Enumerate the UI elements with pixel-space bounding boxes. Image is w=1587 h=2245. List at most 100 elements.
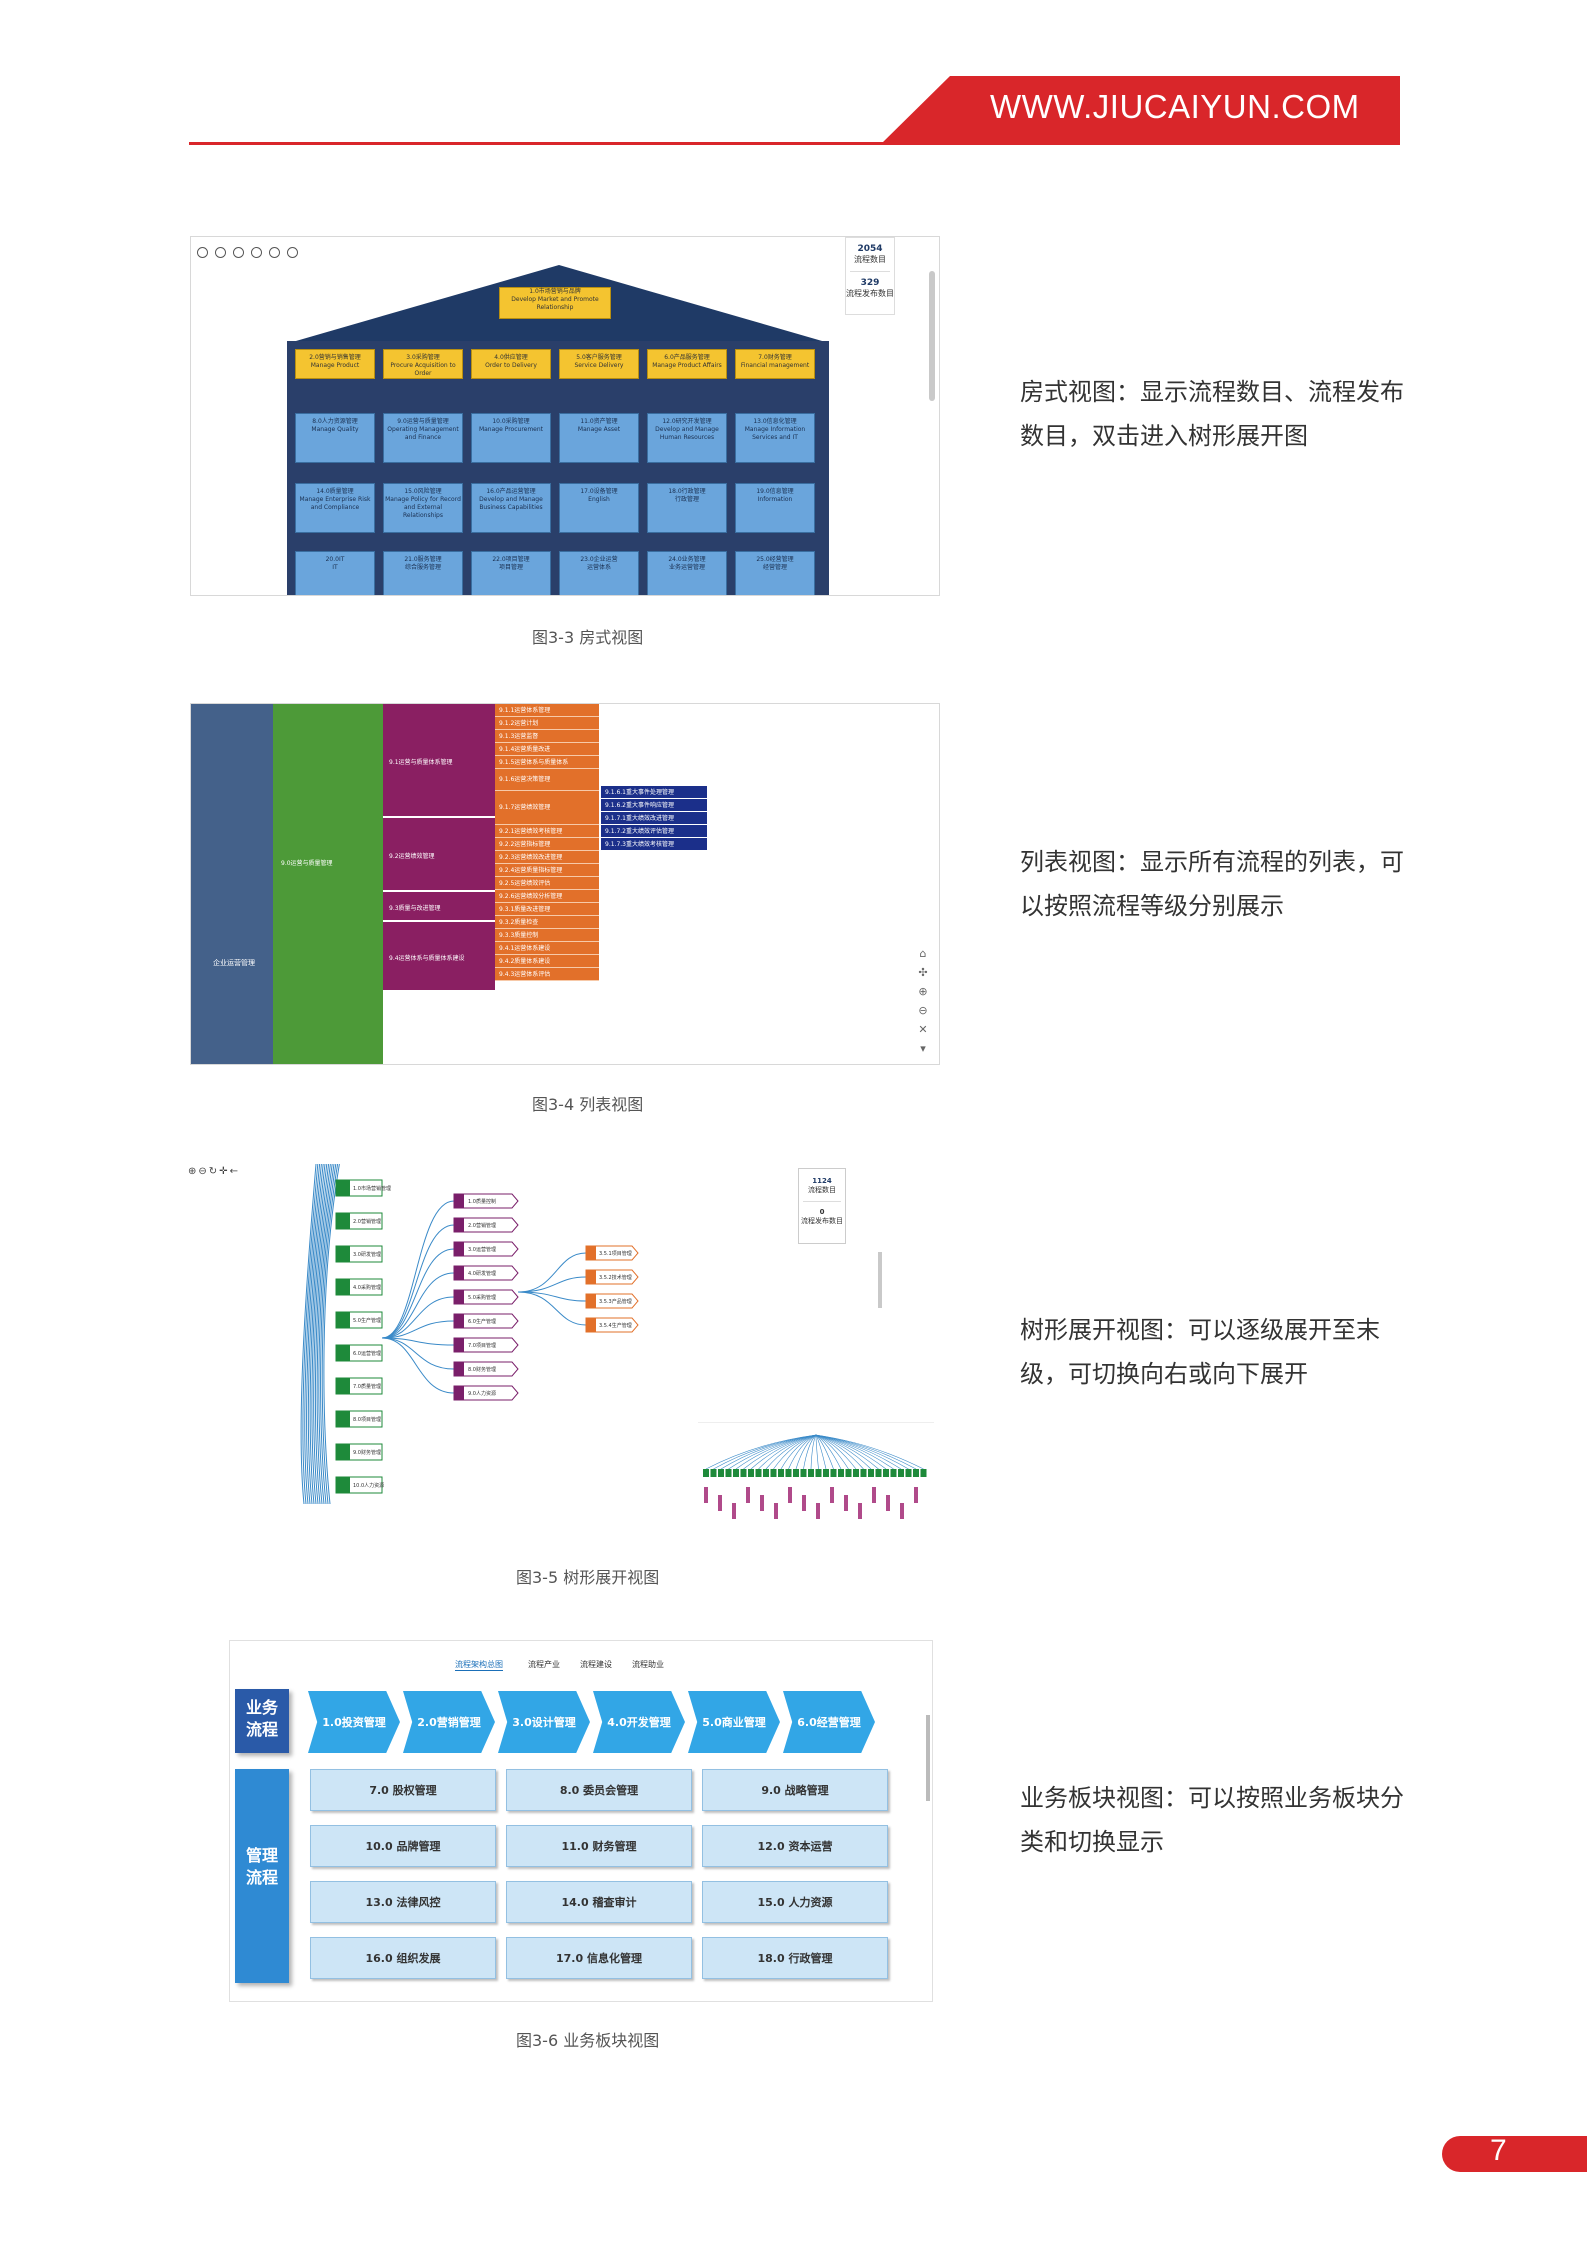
process-box[interactable]: 14.0质量管理 Manage Enterprise Risk and Comp… (295, 483, 375, 533)
level4-cell[interactable]: 9.1.4运营质量改进 (495, 743, 599, 756)
level1-column[interactable]: 企业运营管理 (191, 704, 274, 1064)
tree-node-level1[interactable]: 6.0运营管理 (335, 1344, 383, 1362)
tab-architecture[interactable]: 流程架构总图 (455, 1660, 503, 1671)
tree-node-level1[interactable]: 10.0人力资源 (335, 1476, 384, 1494)
tree-minimap[interactable] (698, 1422, 934, 1536)
process-box[interactable]: 8.0人力资源管理 Manage Quality (295, 413, 375, 463)
process-box[interactable]: 5.0客户服务管理 Service Delivery (559, 349, 639, 379)
window-icon[interactable] (287, 247, 298, 258)
tree-node-level1[interactable]: 1.0市场营销管理 (335, 1179, 391, 1197)
level4-cell[interactable]: 9.1.5运营体系与质量体系 (495, 756, 599, 769)
tree-node-level1[interactable]: 2.0营销管理 (335, 1212, 383, 1230)
zoom-out-icon[interactable]: ⊖ (198, 1166, 209, 1177)
tree-node-level3[interactable]: 3.5.1项目管理 (585, 1245, 639, 1261)
zoom-in-icon[interactable]: ⊕ (188, 1166, 199, 1177)
list-icon[interactable] (251, 247, 262, 258)
locate-icon[interactable]: ✣ (918, 966, 928, 979)
level4-cell[interactable]: 9.2.1运营绩效考核管理 (495, 825, 599, 838)
management-process-box[interactable]: 15.0 人力资源 (702, 1881, 888, 1923)
move-icon[interactable]: ✛ (219, 1166, 230, 1177)
process-box[interactable]: 11.0资产管理 Manage Asset (559, 413, 639, 463)
business-process-arrow[interactable]: 3.0设计管理 (498, 1691, 590, 1753)
process-box[interactable]: 6.0产品服务管理 Manage Product Affairs (647, 349, 727, 379)
process-box[interactable]: 23.0企业运营 运营体系 (559, 551, 639, 595)
tree-toolbar[interactable]: ⊕⊖↻✛← (188, 1166, 240, 1177)
level4-cell[interactable]: 9.2.2运营指标管理 (495, 838, 599, 851)
tree-node-level3[interactable]: 3.5.4生产管理 (585, 1317, 639, 1333)
level4-cell[interactable]: 9.2.4运营质量指标管理 (495, 864, 599, 877)
process-box[interactable]: 9.0运营与质量管理 Operating Management and Fina… (383, 413, 463, 463)
level4-cell[interactable]: 9.3.3质量控制 (495, 929, 599, 942)
management-process-box[interactable]: 17.0 信息化管理 (506, 1937, 692, 1979)
level5-cell[interactable]: 9.1.7.1重大绩效改进管理 (601, 812, 707, 825)
tree-node-level3[interactable]: 3.5.3产品管理 (585, 1293, 639, 1309)
fullscreen-icon[interactable]: ✕ (918, 1023, 928, 1036)
list-toolbar[interactable]: ⌂ ✣ ⊕ ⊖ ✕ ▾ (917, 944, 929, 1058)
process-box[interactable]: 25.0经营管理 经营管理 (735, 551, 815, 595)
tree-diagram[interactable]: 1.0市场营销管理 2.0营销管理 3.0研发管理 4.0采购管理 5.0生产管理 6.0… (186, 1164, 934, 1536)
process-box[interactable]: 4.0供应管理 Order to Delivery (471, 349, 551, 379)
process-box[interactable]: 19.0信息管理 Information (735, 483, 815, 533)
level4-cell[interactable]: 9.1.7运营绩效管理 (495, 791, 599, 825)
level3-cell[interactable]: 9.1运营与质量体系管理 (383, 704, 495, 818)
tree-node-level2[interactable]: 7.0项目管理 (453, 1337, 519, 1353)
tree-node-level2[interactable]: 1.0质量控制 (453, 1193, 519, 1209)
level4-cell[interactable]: 9.2.3运营绩效改进管理 (495, 851, 599, 864)
tree-node-level2[interactable]: 8.0财务管理 (453, 1361, 519, 1377)
tree-node-level1[interactable]: 8.0项目管理 (335, 1410, 383, 1428)
level4-cell[interactable]: 9.2.5运营绩效评估 (495, 877, 599, 890)
tree-node-level2[interactable]: 6.0生产管理 (453, 1313, 519, 1329)
management-process-box[interactable]: 13.0 法律风控 (310, 1881, 496, 1923)
zoom-in-icon[interactable]: ⊕ (918, 985, 928, 998)
tree-node-level1[interactable]: 3.0研发管理 (335, 1245, 383, 1263)
tree-node-level2[interactable]: 9.0人力资源 (453, 1385, 519, 1401)
level5-cell[interactable]: 9.1.6.1重大事件处理管理 (601, 786, 707, 799)
process-box[interactable]: 12.0研究开发管理 Develop and Manage Human Reso… (647, 413, 727, 463)
tree-node-level1[interactable]: 7.0质量管理 (335, 1377, 383, 1395)
process-box[interactable]: 24.0业务管理 业务运营管理 (647, 551, 727, 595)
process-box[interactable]: 7.0财务管理 Financial management (735, 349, 815, 379)
level3-cell[interactable]: 9.2运营绩效管理 (383, 818, 495, 892)
management-process-box[interactable]: 12.0 资本运营 (702, 1825, 888, 1867)
process-box[interactable]: 3.0采购管理 Procure Acquisition to Order (383, 349, 463, 379)
business-process-arrow[interactable]: 5.0商业管理 (688, 1691, 780, 1753)
zoom-out-icon[interactable]: ⊖ (918, 1004, 928, 1017)
management-process-box[interactable]: 9.0 战略管理 (702, 1769, 888, 1811)
tree-node-level1[interactable]: 4.0采购管理 (335, 1278, 383, 1296)
management-process-box[interactable]: 11.0 财务管理 (506, 1825, 692, 1867)
refresh-icon[interactable]: ↻ (208, 1166, 220, 1177)
level4-cell[interactable]: 9.3.1质量改进管理 (495, 903, 599, 916)
tab-construction[interactable]: 流程建设 (580, 1660, 612, 1669)
process-box[interactable]: 18.0行政管理 行政管理 (647, 483, 727, 533)
management-process-box[interactable]: 8.0 委员会管理 (506, 1769, 692, 1811)
management-process-box[interactable]: 14.0 稽查审计 (506, 1881, 692, 1923)
process-box[interactable]: 22.0项目管理 项目管理 (471, 551, 551, 595)
management-process-box[interactable]: 16.0 组织发展 (310, 1937, 496, 1979)
tree-node-level1[interactable]: 9.0财务管理 (335, 1443, 383, 1461)
roof-process-box[interactable]: 1.0市场营销与品牌 Develop Market and Promote Re… (499, 287, 611, 319)
process-box[interactable]: 20.0IT IT (295, 551, 375, 595)
tree-node-level2[interactable]: 2.0营销管理 (453, 1217, 519, 1233)
level5-cell[interactable]: 9.1.6.2重大事件响应管理 (601, 799, 707, 812)
zoom-out-icon[interactable] (215, 247, 226, 258)
business-process-arrow[interactable]: 6.0经营管理 (783, 1691, 875, 1753)
level5-cell[interactable]: 9.1.7.3重大绩效考核管理 (601, 838, 707, 851)
management-process-box[interactable]: 18.0 行政管理 (702, 1937, 888, 1979)
level2-column[interactable]: 9.0运营与质量管理 (273, 704, 383, 1064)
level3-cell[interactable]: 9.3质量与改进管理 (383, 892, 495, 922)
level4-cell[interactable]: 9.1.1运营体系管理 (495, 704, 599, 717)
tree-node-level1[interactable]: 5.0生产管理 (335, 1311, 383, 1329)
business-scrollbar[interactable] (926, 1715, 930, 1801)
level4-cell[interactable]: 9.2.6运营绩效分析管理 (495, 890, 599, 903)
management-process-box[interactable]: 10.0 品牌管理 (310, 1825, 496, 1867)
level4-cell[interactable]: 9.1.2运营计划 (495, 717, 599, 730)
business-process-arrow[interactable]: 2.0营销管理 (403, 1691, 495, 1753)
level4-cell[interactable]: 9.4.2质量体系建设 (495, 955, 599, 968)
level4-cell[interactable]: 9.1.6运营决策管理 (495, 769, 599, 791)
level4-cell[interactable]: 9.3.2质量检查 (495, 916, 599, 929)
locate-icon[interactable] (233, 247, 244, 258)
zoom-in-icon[interactable] (197, 247, 208, 258)
level4-cell[interactable]: 9.1.3运营监督 (495, 730, 599, 743)
level4-cell[interactable]: 9.4.3运营体系评估 (495, 968, 599, 981)
process-box[interactable]: 2.0营销与销售管理 Manage Product (295, 349, 375, 379)
